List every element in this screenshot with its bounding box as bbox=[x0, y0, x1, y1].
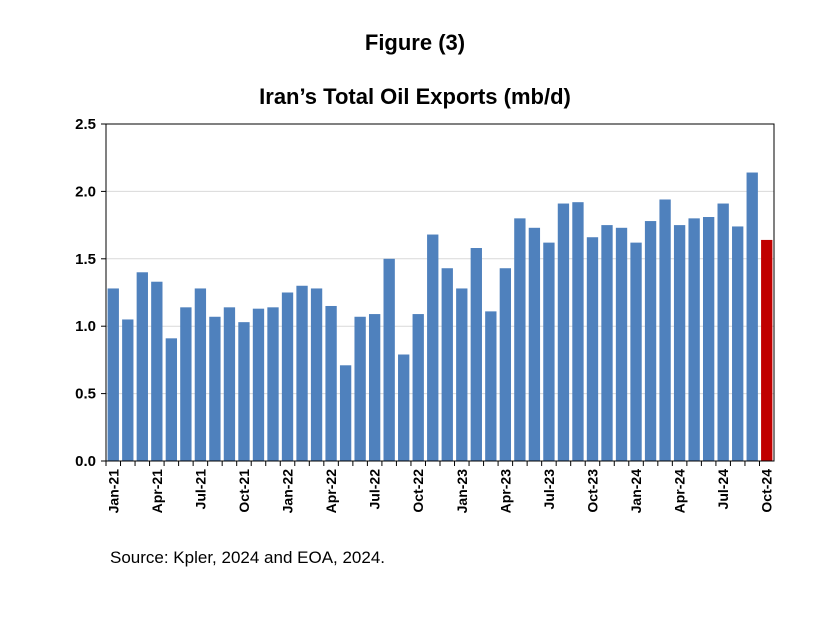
bar-nov-21 bbox=[252, 308, 265, 461]
bar-sep-22 bbox=[398, 354, 410, 461]
bar-jul-21 bbox=[194, 288, 207, 461]
x-tick-label: Oct-24 bbox=[759, 469, 775, 513]
plot-area-frame bbox=[105, 123, 775, 462]
bar-may-21 bbox=[165, 338, 178, 461]
bar-jun-21 bbox=[180, 307, 192, 461]
x-tick-label: Jul-24 bbox=[715, 469, 731, 510]
x-tick-label: Jan-24 bbox=[628, 469, 644, 514]
bar-aug-22 bbox=[383, 258, 395, 461]
bar-feb-22 bbox=[296, 285, 308, 461]
bar-dec-22 bbox=[441, 268, 453, 461]
y-tick-label: 1.0 bbox=[75, 318, 96, 335]
bar-may-23 bbox=[514, 218, 526, 461]
x-tick-label: Jan-23 bbox=[454, 469, 470, 514]
x-tick-label: Jan-21 bbox=[105, 469, 121, 514]
bar-mar-23 bbox=[485, 311, 497, 461]
bar-apr-22 bbox=[325, 305, 337, 461]
x-tick-label: Oct-22 bbox=[410, 469, 426, 513]
bar-jul-24 bbox=[717, 203, 729, 462]
x-tick-label: Apr-23 bbox=[497, 469, 513, 514]
bar-sep-21 bbox=[223, 307, 236, 461]
bar-jul-23 bbox=[543, 242, 555, 461]
x-tick-label: Jul-22 bbox=[367, 469, 383, 510]
bar-feb-23 bbox=[470, 248, 482, 461]
bar-jan-22 bbox=[281, 292, 294, 461]
bar-jan-24 bbox=[630, 242, 642, 461]
x-tick-label: Jul-21 bbox=[192, 469, 208, 510]
bar-sep-24 bbox=[746, 172, 758, 461]
grid-layer bbox=[106, 190, 774, 395]
bar-dec-21 bbox=[267, 307, 279, 461]
x-tick-label: Apr-22 bbox=[323, 469, 339, 514]
bar-jan-23 bbox=[456, 288, 468, 461]
bar-jun-22 bbox=[354, 316, 366, 461]
x-tick-label: Oct-23 bbox=[584, 469, 600, 513]
x-axis: Jan-21 Apr-21 Jul-21 Oct-21 Jan-22 Apr-22 Jul-… bbox=[105, 461, 775, 514]
bar-apr-21 bbox=[151, 281, 163, 461]
y-tick-label: 2.5 bbox=[75, 116, 96, 133]
bar-dec-23 bbox=[615, 227, 628, 461]
y-tick-label: 0.0 bbox=[75, 453, 96, 470]
bar-jul-22 bbox=[368, 314, 381, 461]
bar-sep-23 bbox=[572, 202, 584, 461]
bar-apr-23 bbox=[499, 268, 512, 461]
bar-may-24 bbox=[688, 218, 700, 461]
bar-mar-21 bbox=[136, 272, 148, 461]
y-axis: 0.0 0.5 1.0 1.5 2.0 2.5 bbox=[75, 116, 106, 470]
bar-aug-21 bbox=[209, 316, 221, 461]
x-tick-label: Jul-23 bbox=[541, 469, 557, 510]
y-tick-label: 0.5 bbox=[75, 386, 96, 403]
chart-title: Iran’s Total Oil Exports (mb/d) bbox=[259, 84, 571, 109]
bar-apr-24 bbox=[673, 225, 686, 461]
bar-feb-21 bbox=[122, 319, 134, 461]
bar-jan-21 bbox=[107, 288, 119, 461]
x-tick-label: Jan-22 bbox=[280, 469, 296, 514]
x-tick-label: Apr-24 bbox=[672, 469, 688, 514]
figure-label: Figure (3) bbox=[364, 30, 466, 55]
y-tick-label: 1.5 bbox=[75, 251, 96, 268]
bar-oct-23 bbox=[586, 237, 599, 461]
bar-oct-22 bbox=[412, 314, 424, 461]
x-tick-label: Oct-21 bbox=[236, 469, 252, 513]
x-tick-label: Apr-21 bbox=[149, 469, 165, 514]
bar-aug-23 bbox=[557, 203, 570, 462]
bar-nov-22 bbox=[427, 234, 439, 461]
bar-oct-24 bbox=[761, 239, 773, 461]
bar-aug-24 bbox=[732, 226, 744, 461]
bar-jun-24 bbox=[702, 217, 715, 461]
bar-jun-23 bbox=[528, 227, 541, 461]
y-tick-label: 2.0 bbox=[75, 183, 96, 200]
source-note: Source: Kpler, 2024 and EOA, 2024. bbox=[110, 548, 386, 567]
bar-oct-21 bbox=[238, 322, 250, 461]
bar-nov-23 bbox=[601, 225, 613, 461]
bar-may-22 bbox=[339, 365, 352, 461]
bar-mar-24 bbox=[659, 199, 671, 461]
bars-layer bbox=[107, 172, 773, 462]
bar-feb-24 bbox=[644, 221, 657, 461]
bar-mar-22 bbox=[310, 288, 323, 461]
